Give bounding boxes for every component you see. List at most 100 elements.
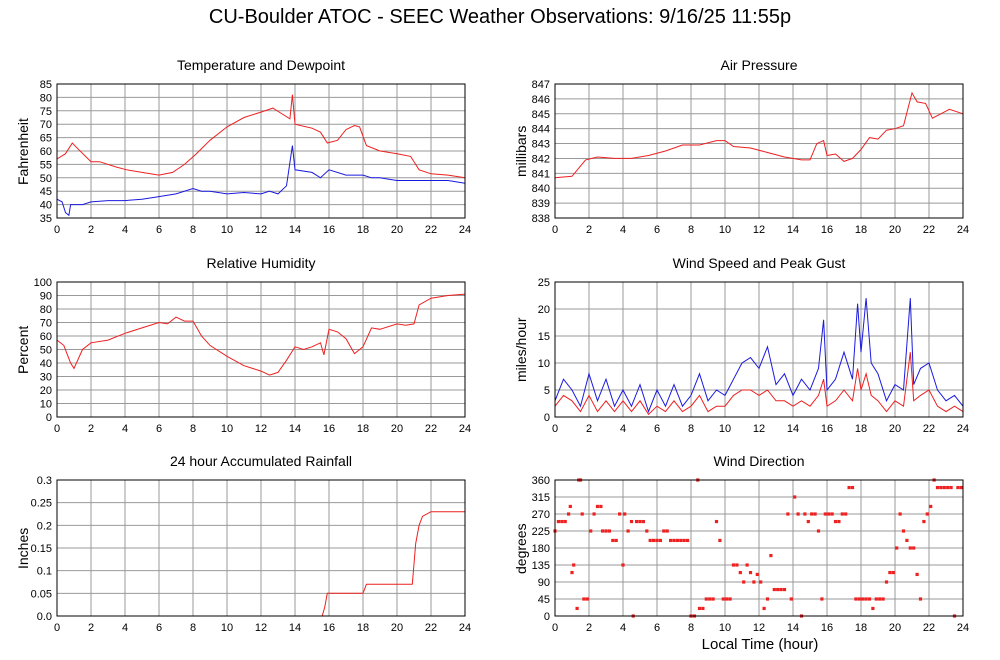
x-tick-label: 24	[459, 224, 471, 236]
data-point	[721, 597, 725, 601]
x-tick-label: 6	[654, 423, 660, 435]
y-tick-label: 30	[40, 372, 52, 384]
y-tick-label: 50	[40, 345, 52, 357]
data-point	[686, 538, 690, 543]
y-tick-label: 90	[538, 577, 550, 589]
data-point	[830, 512, 834, 516]
x-tick-label: 24	[957, 423, 969, 435]
data-point	[585, 597, 589, 601]
x-tick-label: 2	[88, 622, 94, 634]
data-point	[629, 519, 634, 524]
data-point	[701, 606, 705, 611]
plot-frame	[56, 83, 466, 219]
data-point	[908, 546, 912, 550]
x-tick-label: 18	[357, 622, 369, 634]
data-point	[601, 529, 605, 533]
x-tick-label: 2	[586, 622, 592, 634]
y-tick-label: 100	[34, 277, 52, 289]
x-tick-label: 20	[889, 423, 901, 435]
x-tick-label: 0	[54, 224, 60, 236]
plot-frame	[56, 479, 466, 617]
x-tick-label: 22	[425, 423, 437, 435]
y-tick-label: 0	[46, 412, 52, 424]
data-point	[575, 606, 579, 611]
page-title: CU-Boulder ATOC - SEEC Weather Observati…	[208, 6, 792, 28]
y-tick-label: 60	[40, 331, 52, 343]
y-tick-label: 85	[40, 79, 52, 91]
data-point	[857, 597, 861, 601]
x-tick-label: 0	[54, 622, 60, 634]
y-axis-label: Percent	[15, 325, 31, 374]
chart-panel-2: 0 2 4 6 8 10 12 14 16 18 20 22 240102030405060708090…	[34, 277, 471, 435]
y-tick-label: 55	[40, 159, 52, 171]
data-point	[776, 587, 780, 592]
x-tick-label: 12	[753, 224, 765, 236]
data-point	[748, 570, 753, 575]
y-tick-label: 841	[532, 168, 550, 180]
series-line-red	[56, 293, 466, 376]
x-tick-label: 0	[552, 224, 558, 236]
data-point	[837, 519, 841, 524]
y-tick-label: 0.0	[37, 611, 52, 623]
x-tick-label: 10	[221, 224, 233, 236]
data-point	[864, 597, 868, 601]
y-tick-label: 838	[532, 213, 550, 225]
panel-title: Temperature and Dewpoint	[176, 57, 346, 73]
y-tick-label: 847	[532, 79, 550, 91]
data-point	[708, 597, 712, 601]
data-point	[570, 570, 574, 575]
x-tick-label: 12	[753, 622, 765, 634]
data-point	[786, 512, 790, 516]
y-tick-label: 0.1	[37, 566, 52, 578]
y-tick-label: 40	[40, 200, 52, 212]
x-tick-label: 20	[391, 622, 403, 634]
x-tick-label: 10	[221, 423, 233, 435]
x-tick-label: 4	[122, 622, 128, 634]
y-tick-label: 70	[40, 318, 52, 330]
data-point	[704, 597, 708, 601]
data-point	[738, 570, 742, 575]
data-point	[946, 485, 950, 490]
panel-title: Wind Speed and Peak Gust	[672, 255, 846, 271]
x-tick-label: 18	[855, 423, 867, 435]
x-tick-label: 20	[391, 224, 403, 236]
x-tick-label: 0	[54, 423, 60, 435]
y-tick-label: 80	[40, 92, 52, 104]
data-point	[861, 597, 865, 601]
y-tick-label: 840	[532, 183, 550, 195]
x-tick-label: 20	[889, 224, 901, 236]
data-point	[765, 597, 770, 601]
data-point	[878, 597, 882, 601]
chart-panel-4: 0 2 4 6 8 10 12 14 16 18 20 22 240.00.050.10.150.20.…	[31, 475, 472, 634]
x-axis-label: Local Time (hour)	[701, 636, 819, 653]
data-point	[925, 512, 929, 516]
data-point	[665, 529, 669, 533]
data-point	[915, 572, 919, 577]
data-point	[939, 485, 943, 490]
data-point	[752, 580, 756, 584]
data-point	[833, 519, 838, 524]
x-tick-label: 8	[688, 224, 694, 236]
y-tick-label: 10	[40, 399, 52, 411]
data-point	[592, 512, 596, 516]
data-point	[905, 538, 909, 543]
y-tick-label: 0.25	[31, 498, 52, 510]
y-tick-label: 5	[544, 385, 550, 397]
x-tick-label: 4	[620, 622, 626, 634]
panel-title: 24 hour Accumulated Rainfall	[169, 453, 353, 469]
data-point	[682, 538, 686, 543]
x-tick-label: 18	[357, 423, 369, 435]
y-tick-label: 180	[532, 543, 550, 555]
x-tick-label: 6	[654, 224, 660, 236]
y-tick-label: 70	[40, 119, 52, 131]
x-tick-label: 6	[156, 224, 162, 236]
x-tick-label: 14	[289, 622, 301, 634]
data-point	[718, 538, 722, 543]
data-point	[669, 538, 673, 543]
data-point	[638, 519, 642, 524]
x-tick-label: 14	[289, 423, 301, 435]
data-point	[697, 606, 702, 611]
x-tick-label: 10	[719, 622, 731, 634]
